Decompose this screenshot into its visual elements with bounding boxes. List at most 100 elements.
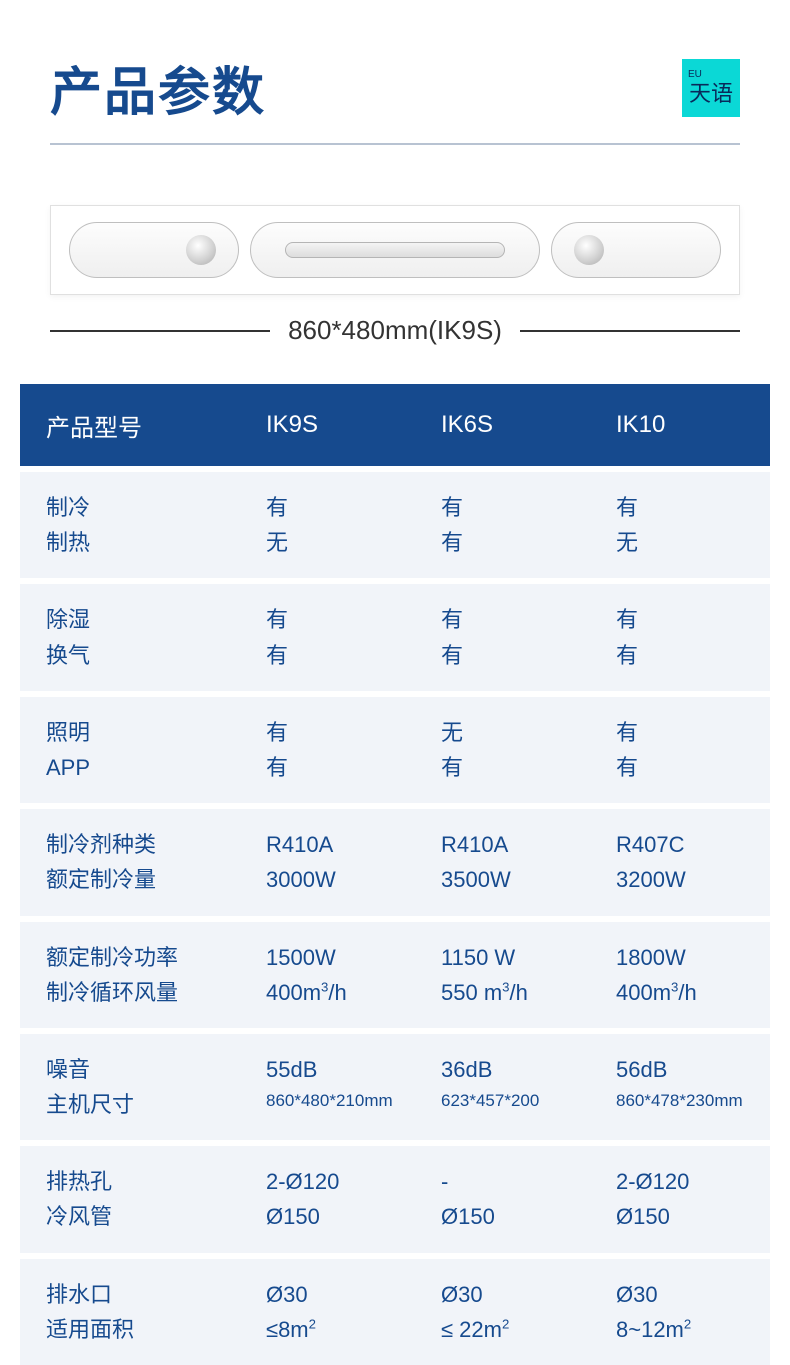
spec-value-col: 有有 — [240, 602, 415, 672]
spec-value: 无 — [266, 525, 415, 560]
spec-value: Ø30 — [441, 1277, 590, 1312]
spec-value: 400m3/h — [616, 975, 770, 1010]
spec-value-col: R410A3500W — [415, 827, 590, 897]
spec-label-col: 制冷制热 — [20, 490, 240, 560]
header: 产品参数 EU 天语 — [0, 0, 790, 143]
spec-label: 噪音 — [46, 1052, 240, 1087]
table-row: 制冷制热有无有有有无 — [20, 472, 770, 578]
spec-label: 排水口 — [46, 1277, 240, 1312]
spec-value: 400m3/h — [266, 975, 415, 1010]
dimension-bar-left — [50, 330, 270, 332]
spec-value: 有 — [616, 490, 770, 525]
endcap-right — [551, 222, 721, 278]
spec-label: 除湿 — [46, 602, 240, 637]
spec-value: 有 — [616, 715, 770, 750]
spec-value: 有 — [266, 602, 415, 637]
spec-value: 3200W — [616, 862, 770, 897]
spec-label: 额定制冷功率 — [46, 940, 240, 975]
spec-label: 制冷 — [46, 490, 240, 525]
dimension-bar-right — [520, 330, 740, 332]
spec-label-col: 额定制冷功率制冷循环风量 — [20, 940, 240, 1010]
spec-value: 2-Ø120 — [266, 1164, 415, 1199]
logo-cn: 天语 — [689, 82, 733, 106]
spec-value-col: 1150 W550 m3/h — [415, 940, 590, 1010]
spec-value: 55dB — [266, 1052, 415, 1087]
spec-value: 860*478*230mm — [616, 1087, 770, 1114]
table-row: 排热孔冷风管2-Ø120Ø150-Ø1502-Ø120Ø150 — [20, 1146, 770, 1252]
dimension-line: 860*480mm(IK9S) — [50, 315, 740, 346]
spec-label: 制冷循环风量 — [46, 975, 240, 1010]
spec-value: 有 — [266, 715, 415, 750]
spec-label: 主机尺寸 — [46, 1087, 240, 1122]
spec-value-col: 55dB860*480*210mm — [240, 1052, 415, 1114]
product-illustration — [50, 205, 740, 295]
spec-value-col: 有有 — [415, 602, 590, 672]
slot — [285, 242, 505, 258]
spec-label: 额定制冷量 — [46, 862, 240, 897]
spec-value: 3000W — [266, 862, 415, 897]
spec-value: 623*457*200 — [441, 1087, 590, 1114]
spec-value: ≤8m2 — [266, 1312, 415, 1347]
spec-label-col: 排热孔冷风管 — [20, 1164, 240, 1234]
spec-label: 换气 — [46, 638, 240, 673]
spec-value: ≤ 22m2 — [441, 1312, 590, 1347]
spec-value-col: 56dB860*478*230mm — [590, 1052, 770, 1114]
spec-value: 2-Ø120 — [616, 1164, 770, 1199]
spec-label-col: 除湿换气 — [20, 602, 240, 672]
spec-value-col: 有无 — [240, 490, 415, 560]
endcap-dot — [186, 235, 216, 265]
spec-value: 56dB — [616, 1052, 770, 1087]
spec-value-col: 有有 — [590, 602, 770, 672]
spec-label: 制热 — [46, 525, 240, 560]
spec-value-col: 2-Ø120Ø150 — [240, 1164, 415, 1234]
spec-label: APP — [46, 750, 240, 785]
spec-value: 有 — [441, 490, 590, 525]
spec-value-col: 有有 — [590, 715, 770, 785]
spec-value: Ø30 — [266, 1277, 415, 1312]
spec-value: 8~12m2 — [616, 1312, 770, 1347]
spec-value-col: 有有 — [240, 715, 415, 785]
spec-value: - — [441, 1164, 590, 1199]
header-col-ik10: IK10 — [590, 411, 770, 439]
page-title: 产品参数 — [50, 50, 266, 125]
spec-value: R410A — [266, 827, 415, 862]
table-header: 产品型号 IK9S IK6S IK10 — [20, 384, 770, 466]
table-row: 除湿换气有有有有有有 — [20, 584, 770, 690]
spec-value-col: -Ø150 — [415, 1164, 590, 1234]
spec-value: 1800W — [616, 940, 770, 975]
table-row: 噪音主机尺寸55dB860*480*210mm36dB623*457*20056… — [20, 1034, 770, 1140]
dimension-label: 860*480mm(IK9S) — [270, 315, 520, 346]
spec-value: 有 — [616, 638, 770, 673]
brand-logo: EU 天语 — [682, 59, 740, 117]
spec-value: 36dB — [441, 1052, 590, 1087]
spec-value-col: Ø308~12m2 — [590, 1277, 770, 1347]
spec-value: R410A — [441, 827, 590, 862]
spec-value-col: 有有 — [415, 490, 590, 560]
endcap-left — [69, 222, 239, 278]
header-col-ik9s: IK9S — [240, 411, 415, 439]
spec-label-col: 照明APP — [20, 715, 240, 785]
spec-value: Ø150 — [441, 1199, 590, 1234]
spec-table: 产品型号 IK9S IK6S IK10 制冷制热有无有有有无除湿换气有有有有有有… — [20, 384, 770, 1365]
spec-value: 860*480*210mm — [266, 1087, 415, 1114]
spec-value: 有 — [441, 525, 590, 560]
spec-value: 有 — [266, 750, 415, 785]
spec-label: 适用面积 — [46, 1312, 240, 1347]
spec-value: Ø150 — [266, 1199, 415, 1234]
spec-value: 无 — [616, 525, 770, 560]
spec-value: 3500W — [441, 862, 590, 897]
spec-value-col: 无有 — [415, 715, 590, 785]
title-divider — [50, 143, 740, 145]
spec-value: Ø30 — [616, 1277, 770, 1312]
spec-label-col: 制冷剂种类额定制冷量 — [20, 827, 240, 897]
header-col-model: 产品型号 — [20, 408, 240, 443]
table-row: 排水口适用面积Ø30≤8m2Ø30≤ 22m2Ø308~12m2 — [20, 1259, 770, 1365]
spec-value: R407C — [616, 827, 770, 862]
table-row: 额定制冷功率制冷循环风量1500W400m3/h1150 W550 m3/h18… — [20, 922, 770, 1028]
spec-value-col: 有无 — [590, 490, 770, 560]
spec-value-col: 36dB623*457*200 — [415, 1052, 590, 1114]
spec-label-col: 噪音主机尺寸 — [20, 1052, 240, 1122]
spec-label: 照明 — [46, 715, 240, 750]
spec-value: 1500W — [266, 940, 415, 975]
spec-value: 有 — [441, 750, 590, 785]
